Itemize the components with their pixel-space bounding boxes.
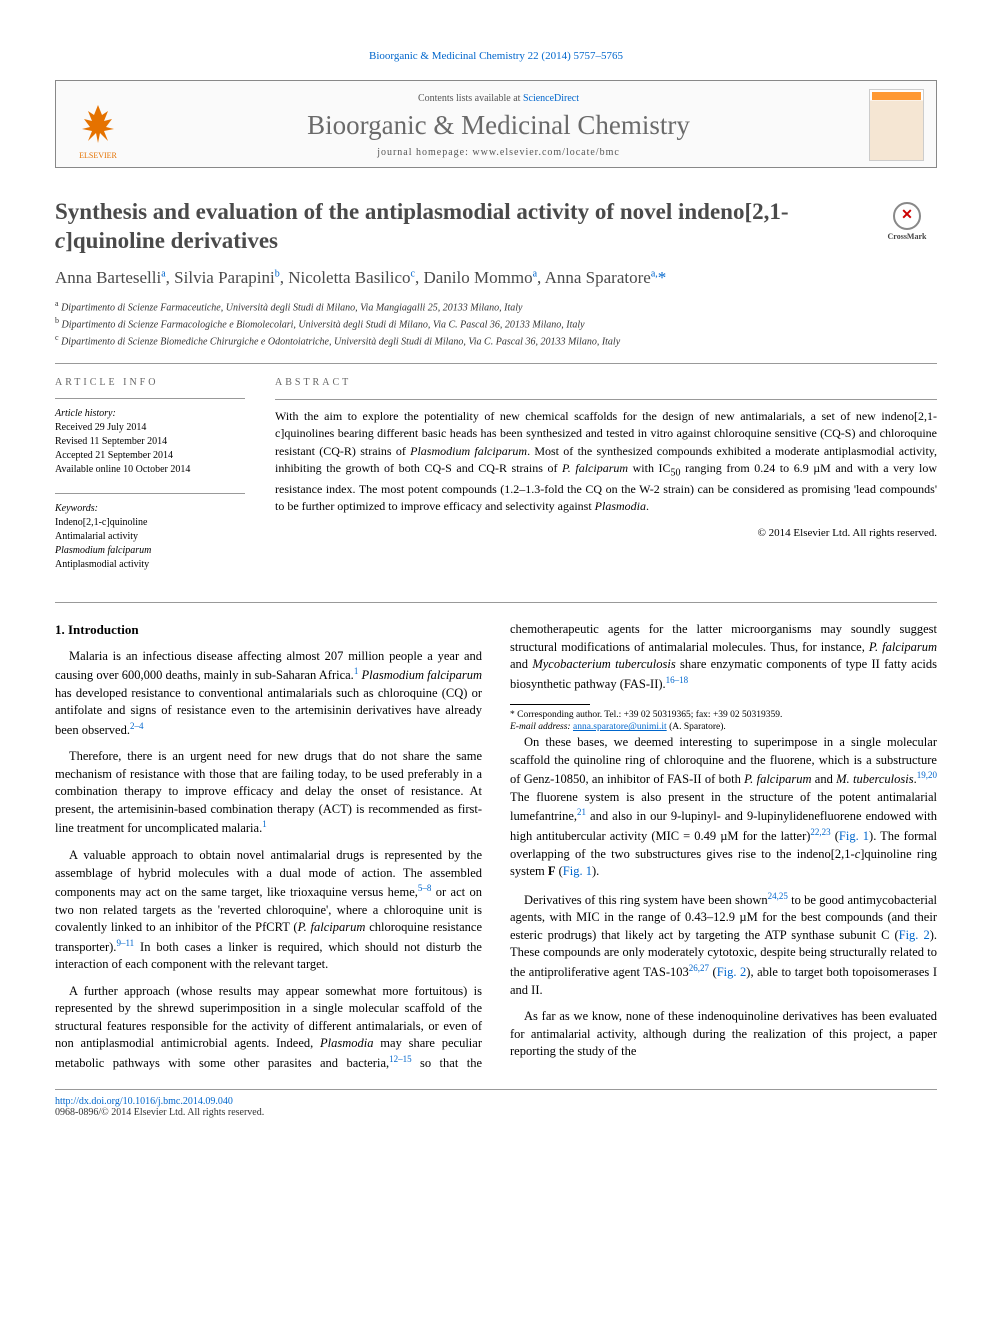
elsevier-label: ELSEVIER — [79, 151, 117, 160]
journal-cover-thumbnail — [869, 89, 924, 161]
footer-divider — [55, 1089, 937, 1090]
crossmark-badge[interactable]: ✕ CrossMark — [877, 202, 937, 242]
divider — [55, 363, 937, 364]
journal-name: Bioorganic & Medicinal Chemistry — [140, 110, 857, 141]
abstract-text: With the aim to explore the potentiality… — [275, 408, 937, 516]
issn-copyright: 0968-0896/© 2014 Elsevier Ltd. All right… — [55, 1107, 264, 1118]
section-1-heading: 1. Introduction — [55, 621, 482, 639]
abstract-heading: ABSTRACT — [275, 376, 937, 391]
body-paragraph: Therefore, there is an urgent need for n… — [55, 748, 482, 838]
article-title: Synthesis and evaluation of the antiplas… — [55, 198, 937, 256]
divider — [55, 602, 937, 603]
body-paragraph: Derivatives of this ring system have bee… — [510, 890, 937, 999]
journal-homepage: journal homepage: www.elsevier.com/locat… — [140, 147, 857, 158]
contents-line: Contents lists available at ScienceDirec… — [140, 93, 857, 104]
body-paragraph: A valuable approach to obtain novel anti… — [55, 847, 482, 974]
elsevier-tree-icon — [78, 101, 118, 151]
corresponding-author-footnote: * Corresponding author. Tel.: +39 02 503… — [510, 704, 937, 735]
keywords-block: Keywords: Indeno[2,1-c]quinolineAntimala… — [55, 502, 245, 572]
article-history: Article history: Received 29 July 2014Re… — [55, 407, 245, 477]
body-paragraph: Malaria is an infectious disease affecti… — [55, 648, 482, 740]
doi-link[interactable]: http://dx.doi.org/10.1016/j.bmc.2014.09.… — [55, 1096, 233, 1107]
journal-header-box: ELSEVIER Contents lists available at Sci… — [55, 80, 937, 168]
sciencedirect-link[interactable]: ScienceDirect — [523, 93, 579, 104]
article-info-heading: ARTICLE INFO — [55, 376, 245, 390]
body-paragraph: As far as we know, none of these indenoq… — [510, 1008, 937, 1061]
affiliations: a Dipartimento di Scienze Farmaceutiche,… — [55, 298, 937, 350]
journal-reference: Bioorganic & Medicinal Chemistry 22 (201… — [55, 50, 937, 62]
author-list: Anna Bartesellia, Silvia Parapinib, Nico… — [55, 268, 937, 288]
corr-email-link[interactable]: anna.sparatore@unimi.it — [573, 722, 667, 732]
elsevier-logo: ELSEVIER — [68, 90, 128, 160]
body-paragraph: On these bases, we deemed interesting to… — [510, 734, 937, 880]
copyright-line: © 2014 Elsevier Ltd. All rights reserved… — [275, 526, 937, 542]
